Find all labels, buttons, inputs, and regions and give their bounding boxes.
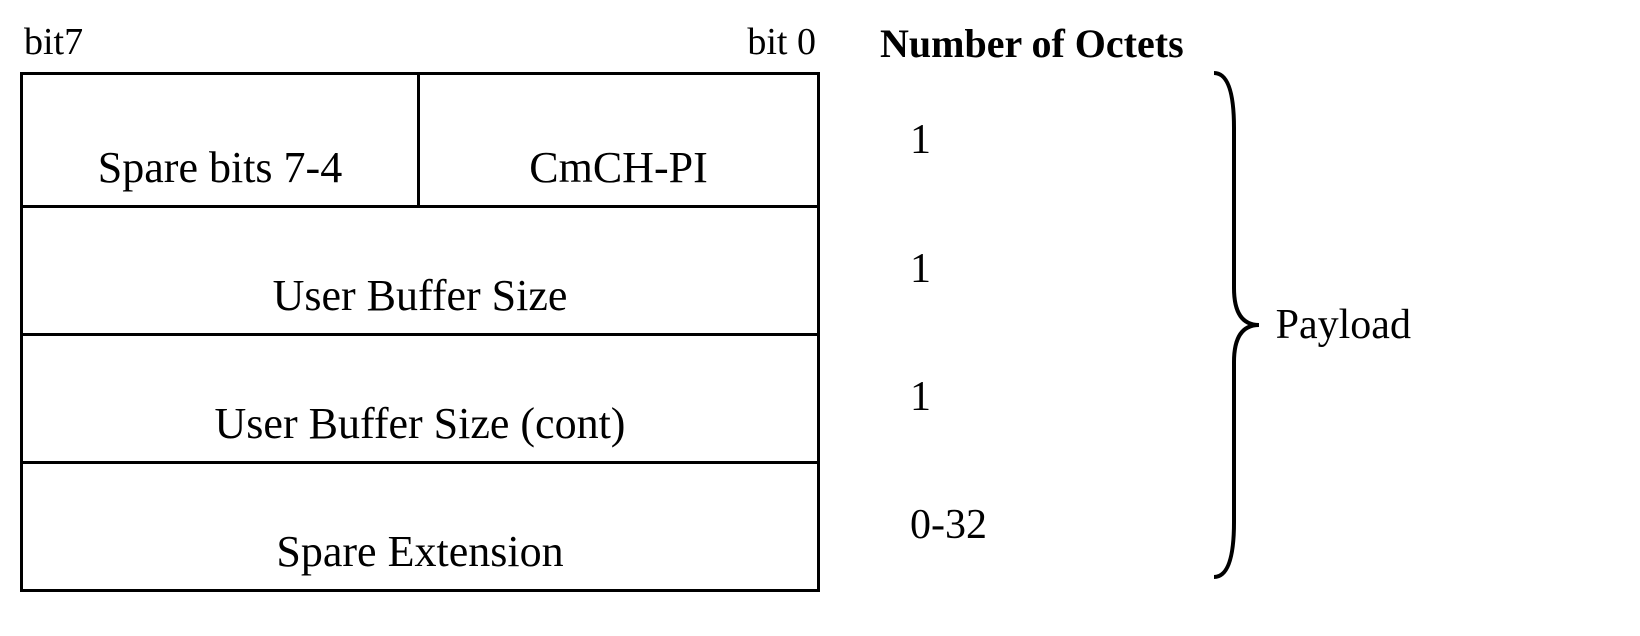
cell-user-buffer-size-cont: User Buffer Size (cont) — [23, 336, 817, 461]
cell-user-buffer-size: User Buffer Size — [23, 208, 817, 333]
table-row: User Buffer Size (cont) — [23, 333, 817, 461]
octets-title: Number of Octets — [880, 20, 1184, 75]
left-section: bit7 bit 0 Spare bits 7-4 CmCH-PI User B… — [20, 20, 820, 592]
octet-value: 1 — [880, 333, 1184, 461]
cell-cmch-pi: CmCH-PI — [420, 75, 817, 205]
table-row: Spare bits 7-4 CmCH-PI — [23, 75, 817, 205]
payload-label: Payload — [1276, 301, 1411, 349]
bit-labels-row: bit7 bit 0 — [20, 20, 820, 72]
bit-low-label: bit 0 — [747, 20, 816, 64]
octet-value: 1 — [880, 75, 1184, 205]
table-row: Spare Extension — [23, 461, 817, 589]
curly-brace-icon — [1204, 68, 1264, 582]
cell-spare-bits: Spare bits 7-4 — [23, 75, 420, 205]
octet-value: 1 — [880, 205, 1184, 333]
octet-value: 0-32 — [880, 461, 1184, 589]
brace-column: Payload — [1204, 68, 1411, 582]
frame-diagram: bit7 bit 0 Spare bits 7-4 CmCH-PI User B… — [20, 20, 1620, 592]
table-row: User Buffer Size — [23, 205, 817, 333]
octets-column: Number of Octets 1 1 1 0-32 — [880, 20, 1184, 589]
bit-high-label: bit7 — [24, 20, 83, 64]
octets-values: 1 1 1 0-32 — [880, 75, 1184, 589]
frame-table: Spare bits 7-4 CmCH-PI User Buffer Size … — [20, 72, 820, 592]
cell-spare-extension: Spare Extension — [23, 464, 817, 589]
